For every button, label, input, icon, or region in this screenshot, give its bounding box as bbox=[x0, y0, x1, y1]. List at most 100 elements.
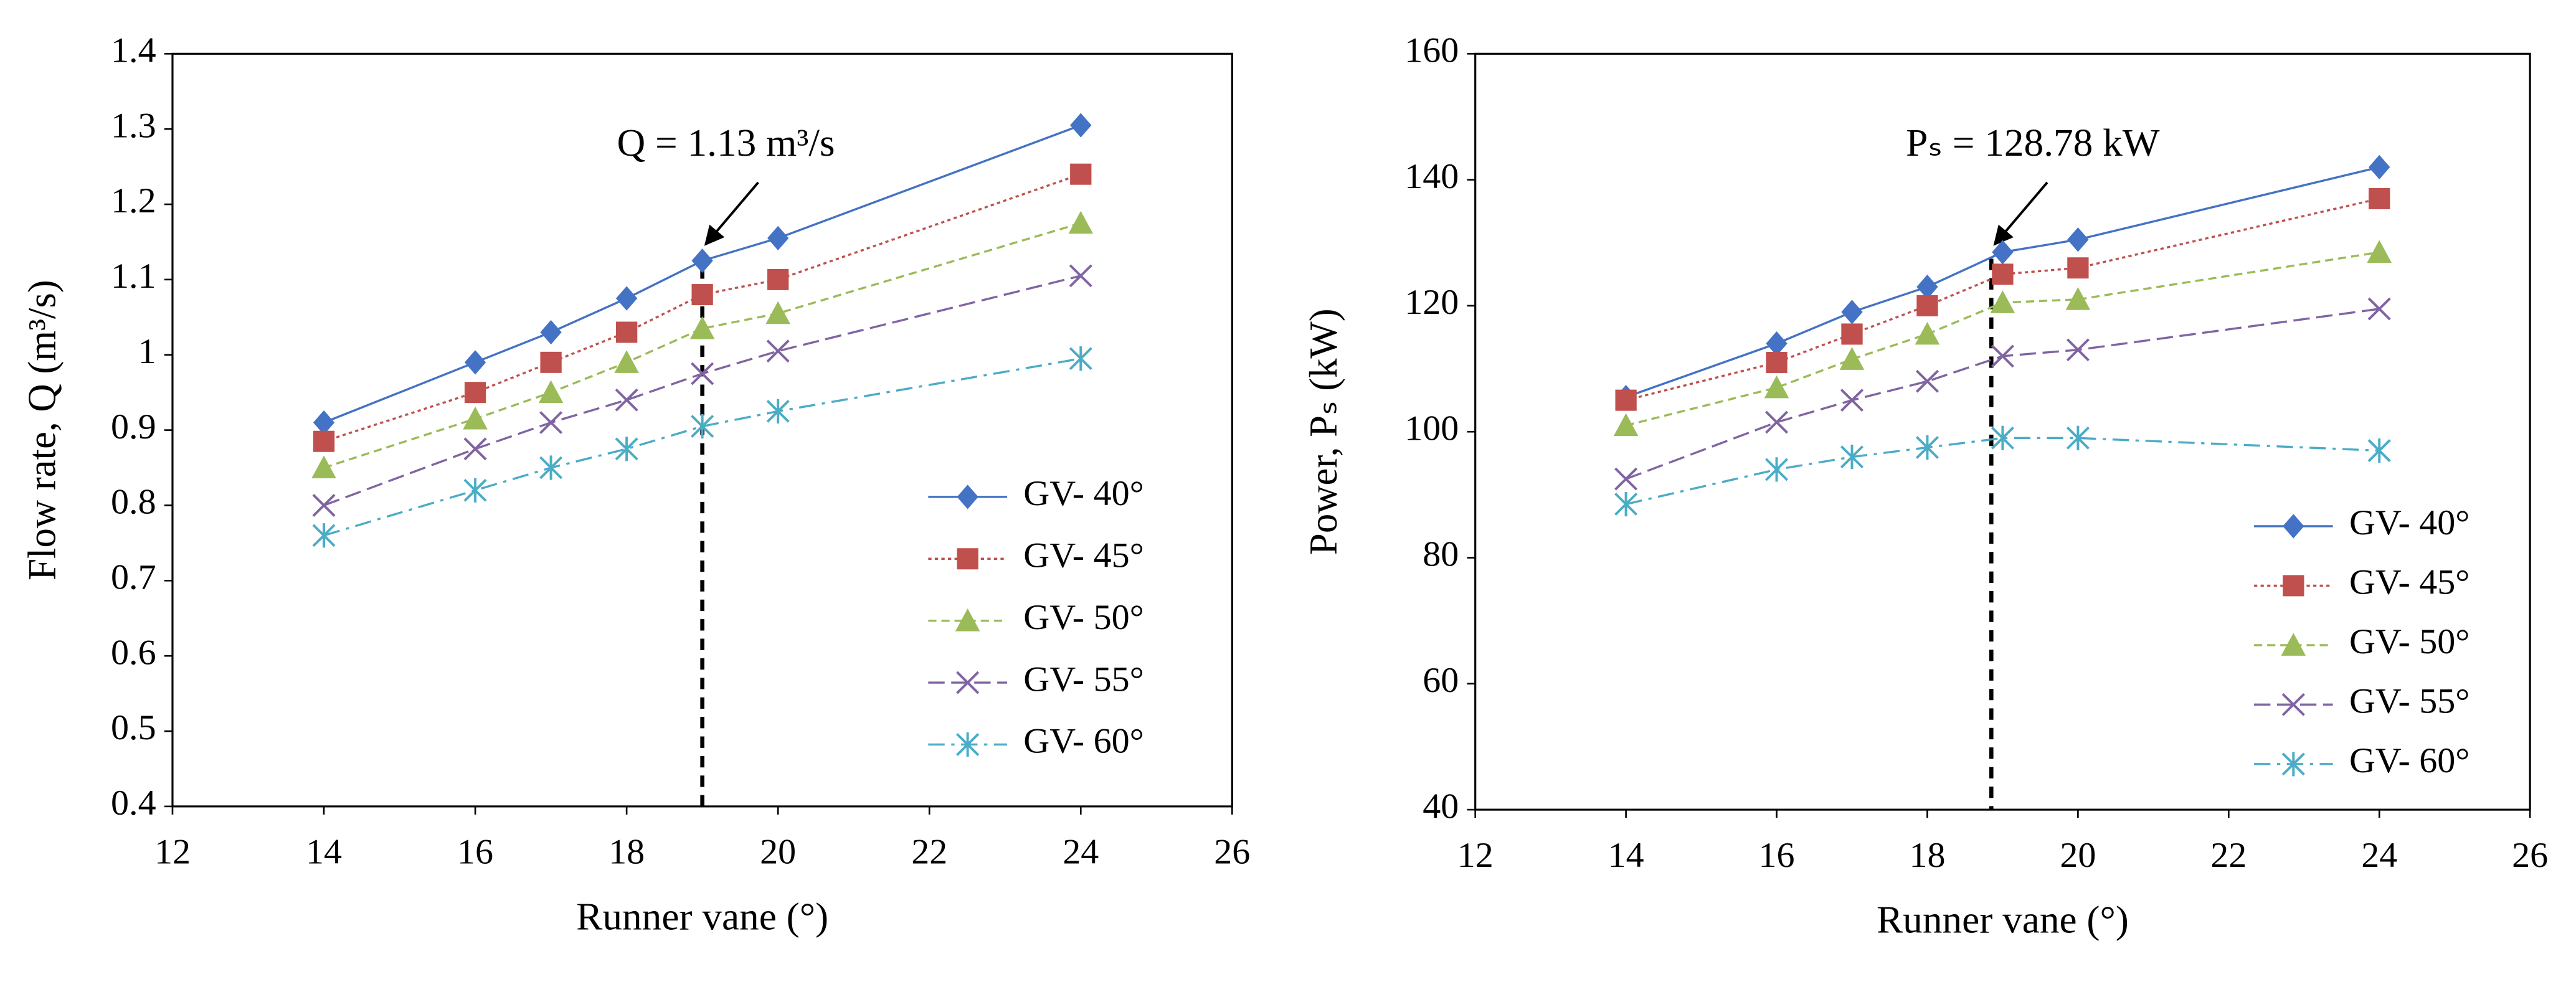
annotation-arrow bbox=[704, 181, 759, 246]
x-tick-label: 20 bbox=[760, 832, 796, 872]
legend-label: GV- 60° bbox=[2349, 740, 2470, 780]
series-line bbox=[1626, 308, 2380, 480]
marker-diamond bbox=[313, 410, 335, 435]
marker-triangle bbox=[538, 380, 564, 404]
y-tick-label: 1.1 bbox=[111, 256, 156, 296]
x-tick-label: 20 bbox=[2060, 835, 2096, 875]
y-tick-label: 40 bbox=[1423, 787, 1459, 826]
marker-diamond bbox=[540, 319, 562, 345]
marker-triangle bbox=[1915, 321, 1940, 345]
marker-square bbox=[540, 351, 562, 373]
y-tick-label: 160 bbox=[1404, 31, 1459, 70]
marker-x bbox=[1915, 369, 1939, 393]
marker-triangle bbox=[2281, 633, 2306, 656]
legend-label: GV- 55° bbox=[2349, 681, 2470, 721]
marker-triangle bbox=[463, 406, 488, 430]
marker-square bbox=[1841, 323, 1863, 345]
marker-diamond bbox=[1992, 240, 2014, 265]
y-tick-label: 80 bbox=[1423, 534, 1459, 574]
marker-x bbox=[1840, 389, 1864, 412]
x-tick-label: 24 bbox=[2361, 835, 2397, 875]
legend-label: GV- 50° bbox=[2349, 622, 2470, 661]
marker-star bbox=[1840, 445, 1864, 470]
legend-label: GV- 45° bbox=[1023, 536, 1144, 575]
marker-triangle bbox=[1068, 211, 1094, 234]
marker-star bbox=[691, 414, 714, 439]
marker-star bbox=[615, 437, 638, 461]
y-tick-label: 0.8 bbox=[111, 482, 156, 522]
marker-star bbox=[766, 399, 790, 424]
y-tick-label: 0.9 bbox=[111, 407, 156, 447]
marker-square bbox=[767, 268, 789, 290]
marker-star bbox=[1765, 457, 1789, 482]
marker-square bbox=[2369, 187, 2390, 209]
y-tick-label: 100 bbox=[1404, 409, 1459, 448]
legend-label: GV- 40° bbox=[1023, 473, 1144, 513]
x-tick-label: 16 bbox=[457, 832, 493, 872]
x-tick-label: 18 bbox=[1909, 835, 1945, 875]
marker-x bbox=[1765, 410, 1789, 434]
legend-label: GV- 50° bbox=[1023, 597, 1144, 637]
marker-x bbox=[956, 671, 980, 694]
marker-diamond bbox=[2369, 154, 2390, 180]
marker-square bbox=[1766, 351, 1788, 373]
marker-triangle bbox=[1764, 375, 1789, 399]
x-axis-label: Runner vane (°) bbox=[1877, 898, 2129, 942]
marker-star bbox=[2066, 425, 2090, 450]
marker-diamond bbox=[1766, 331, 1788, 356]
x-tick-label: 12 bbox=[1457, 835, 1494, 875]
marker-star bbox=[1915, 435, 1939, 460]
y-axis-label: Flow rate, Q (m³/s) bbox=[20, 280, 64, 580]
marker-square bbox=[464, 382, 486, 404]
marker-x bbox=[2367, 297, 2391, 321]
y-tick-label: 140 bbox=[1404, 156, 1459, 196]
annotation-text: Pₛ = 128.78 kW bbox=[1906, 121, 2160, 164]
x-tick-label: 26 bbox=[1214, 832, 1250, 872]
x-axis-label: Runner vane (°) bbox=[576, 895, 828, 939]
legend-label: GV- 60° bbox=[1023, 721, 1144, 761]
marker-diamond bbox=[2067, 227, 2089, 252]
marker-triangle bbox=[765, 301, 790, 324]
marker-square bbox=[1070, 163, 1092, 185]
marker-square bbox=[1615, 389, 1637, 411]
marker-x bbox=[766, 339, 790, 363]
x-tick-label: 14 bbox=[306, 832, 342, 872]
x-tick-label: 12 bbox=[154, 832, 191, 872]
legend-label: GV- 45° bbox=[2349, 562, 2470, 602]
marker-x bbox=[2066, 338, 2090, 362]
y-tick-label: 120 bbox=[1404, 282, 1459, 322]
y-tick-label: 0.5 bbox=[111, 707, 156, 747]
marker-star bbox=[1991, 425, 2014, 450]
marker-star bbox=[2367, 438, 2391, 463]
marker-diamond bbox=[957, 485, 978, 509]
x-tick-label: 16 bbox=[1759, 835, 1795, 875]
marker-diamond bbox=[1841, 300, 1863, 324]
y-tick-label: 1.3 bbox=[111, 106, 156, 146]
marker-triangle bbox=[2367, 240, 2392, 263]
marker-x bbox=[615, 388, 638, 412]
marker-star bbox=[463, 478, 487, 503]
x-tick-label: 14 bbox=[1608, 835, 1644, 875]
marker-star bbox=[1069, 346, 1092, 371]
marker-diamond bbox=[1070, 113, 1092, 138]
marker-square bbox=[2067, 257, 2089, 279]
marker-triangle bbox=[955, 608, 980, 632]
marker-triangle bbox=[1613, 413, 1639, 437]
y-tick-label: 0.6 bbox=[111, 633, 156, 673]
legend-label: GV- 40° bbox=[2349, 503, 2470, 542]
marker-x bbox=[463, 437, 487, 461]
marker-square bbox=[957, 548, 978, 570]
marker-star bbox=[1614, 491, 1638, 517]
x-tick-label: 26 bbox=[2512, 835, 2548, 875]
marker-x bbox=[312, 494, 336, 517]
y-axis-label: Power, Pₛ (kW) bbox=[1302, 308, 1345, 555]
x-tick-label: 22 bbox=[2210, 835, 2247, 875]
marker-triangle bbox=[689, 316, 715, 339]
marker-diamond bbox=[767, 225, 789, 251]
x-tick-label: 24 bbox=[1063, 832, 1099, 872]
marker-x bbox=[2281, 693, 2305, 716]
x-tick-label: 18 bbox=[608, 832, 645, 872]
marker-triangle bbox=[1990, 290, 2015, 313]
marker-diamond bbox=[1916, 274, 1938, 300]
